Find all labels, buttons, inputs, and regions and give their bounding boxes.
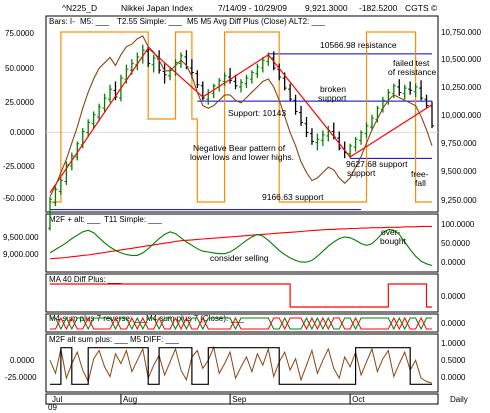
x-axis-label: Aug	[123, 395, 137, 404]
right-tick: 1.0000	[441, 339, 466, 348]
annotation-support-9166: 9166.63 support	[262, 192, 324, 202]
left-tick: 50.0000	[5, 64, 34, 73]
m2f-panel-frame	[45, 213, 439, 273]
x-axis-frame	[45, 393, 439, 405]
annotation-of-resistance: of resistance	[388, 67, 436, 77]
header-name: Nikkei Japan Index	[121, 3, 194, 13]
annotation-support-9627: 9627.68 support	[346, 159, 408, 169]
legend-m5: M5: ___	[80, 17, 109, 26]
x-axis-label: Sep	[232, 395, 247, 404]
header-change: -182.5200	[359, 3, 398, 13]
m2f-alt-panel-frame	[45, 333, 439, 393]
right-tick: 10,250.000	[441, 83, 482, 92]
right-tick: 10,750.000	[441, 28, 482, 37]
annotation-bear-1: Negative Bear pattern of	[193, 143, 286, 153]
header-brand: CGTS ©	[405, 3, 438, 13]
legend-t255: T2.55 Simple: ___	[117, 17, 182, 26]
left-tick: -25.0000	[3, 162, 35, 171]
left-tick: 0.0000	[10, 128, 35, 137]
right-tick: 0.0000	[441, 373, 466, 382]
legend-m2f: M2F + alt: ___	[49, 215, 101, 224]
periodicity-label: Daily	[450, 395, 468, 404]
left-tick: -25.0000	[5, 373, 37, 382]
annotation-over: over-	[381, 227, 401, 237]
left-tick: 25.0000	[5, 98, 34, 107]
right-tick: 10,000.000	[441, 111, 482, 120]
annotation-consider-selling: consider selling	[210, 253, 269, 263]
t255-trend-line	[349, 104, 433, 158]
right-tick: 0.5000	[441, 356, 466, 365]
legend-m2f-alt: M2F alt sum plus: ___	[49, 335, 128, 344]
annotation-bought: bought	[380, 236, 407, 246]
annotation-support: support	[318, 93, 347, 103]
x-axis-label: Oct	[352, 395, 365, 404]
right-tick: 9,500.000	[441, 167, 477, 176]
right-tick: 0.0000	[441, 319, 466, 328]
t255-trend-line	[49, 47, 149, 193]
annotation-bear-2: lower lows and lower highs.	[190, 152, 294, 162]
price-panel-frame	[45, 15, 439, 213]
right-tick: 100.0000	[441, 220, 475, 229]
alt2-series-line	[50, 31, 432, 203]
legend-m5diff: M5 DIFF: ___	[130, 335, 179, 344]
legend-ma40: MA 40 Diff Plus: ___	[49, 275, 122, 284]
annotation-support-word: support	[347, 168, 376, 178]
annotation-failed-test: failed test	[393, 58, 430, 68]
annotation-support-10143: Support: 10143	[228, 108, 286, 118]
t255-trend-line	[267, 54, 351, 158]
m5-series-line	[49, 35, 433, 197]
right-tick: 0.0000	[441, 258, 466, 267]
m5diff-series-line	[50, 347, 432, 385]
left-tick: -50.0000	[3, 194, 35, 203]
header-last: 9,921.3000	[305, 3, 348, 13]
right-tick: 9,250.000	[441, 196, 477, 205]
t255-trend-line	[147, 47, 204, 98]
x-year-label: 09	[48, 403, 57, 412]
left-tick: 9,500.000	[3, 233, 39, 242]
header-symbol: ^N225_D	[62, 3, 97, 13]
right-tick: 9,750.000	[441, 139, 477, 148]
t255-trend-line	[202, 54, 269, 98]
left-tick: 9,000.000	[3, 250, 39, 259]
right-tick: 10,500.000	[441, 55, 482, 64]
right-tick: 50.0000	[441, 239, 470, 248]
x-axis-label: Jul	[52, 395, 62, 404]
annotation-broken: broken	[320, 84, 346, 94]
right-tick: 0.0000	[441, 292, 466, 301]
m2f-series-line	[49, 228, 433, 267]
left-tick: 0.0000	[10, 356, 35, 365]
annotation-free: free-	[411, 169, 429, 179]
legend-t11: T11 Simple: ___	[104, 215, 162, 224]
m4-close-series-line	[50, 316, 432, 331]
annotation-fall: fall	[415, 178, 426, 188]
ma40-series-line	[50, 283, 432, 308]
m4-panel-frame	[45, 313, 439, 333]
legend-bars: Bars: I-	[49, 17, 75, 26]
left-tick: 75.0000	[5, 29, 34, 38]
m2f-alt-series-line	[49, 345, 433, 384]
m4-reverse-series-line	[50, 316, 432, 331]
t11-series-line	[49, 225, 432, 260]
ma40-panel-frame	[45, 273, 439, 313]
header-range: 7/14/09 - 10/29/09	[218, 3, 287, 13]
legend-alt2: M5 M5 Avg Diff Plus (Close) ALT2: ___	[187, 17, 325, 26]
annotation-resistance: 10566.98 resistance	[320, 40, 397, 50]
